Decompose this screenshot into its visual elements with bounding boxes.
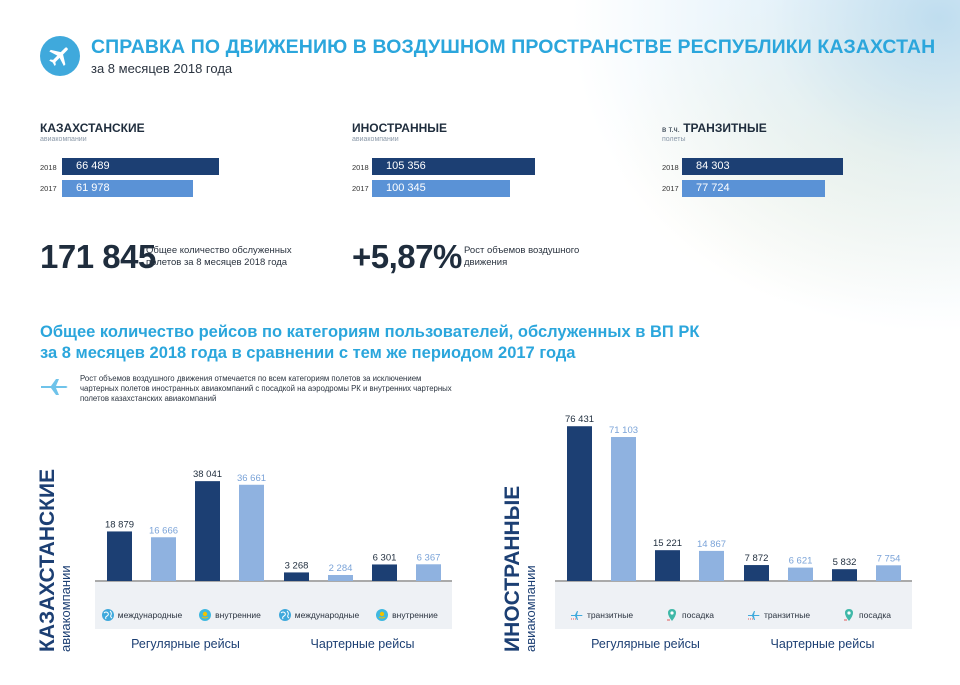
chart2-value-label: 71 103 — [609, 425, 638, 436]
subcategory-label: транзитные — [586, 610, 634, 620]
subcategory-внутренние: внутренние — [189, 605, 270, 625]
year-label: 2018 — [662, 163, 679, 172]
subcategory-label: внутренние — [392, 610, 438, 620]
kazakhstan-flag-icon — [198, 608, 212, 622]
chart1-bar-2017 — [151, 537, 176, 581]
chart2-value-label: 7 872 — [745, 553, 769, 564]
chart1-bar-2017 — [239, 484, 264, 581]
kazakhstan-flag-icon — [375, 608, 389, 622]
chart2-bar-2018 — [567, 426, 592, 581]
summary-bar-foreign-2018: 105 356 — [372, 158, 535, 175]
subcategory-label: международные — [117, 610, 183, 620]
globe-icon — [101, 608, 115, 622]
chart1-bar-2017 — [328, 575, 353, 581]
year-label: 2017 — [352, 184, 369, 193]
group-title-transit: в т.ч. ТРАНЗИТНЫЕ — [662, 121, 767, 135]
airplane-icon — [40, 378, 70, 401]
group-label-regular: Регулярные рейсы — [131, 637, 240, 651]
chart1-bar-2018 — [284, 572, 309, 581]
chart1-footer-strip — [95, 582, 452, 629]
group-title-main: ТРАНЗИТНЫЕ — [683, 121, 767, 135]
subcategory-label: посадка — [859, 610, 891, 620]
chart1-value-label: 18 879 — [105, 519, 134, 530]
year-label: 2018 — [40, 163, 57, 172]
total-flights-number: 171 845 — [40, 238, 156, 275]
note-text: Рост объемов воздушного движения отмечае… — [80, 374, 452, 403]
chart1-value-label: 6 301 — [373, 552, 397, 563]
subcategory-посадка: посадка — [649, 605, 730, 625]
section-title: Общее количество рейсов по категориям по… — [40, 322, 699, 364]
airplane-logo-icon — [40, 36, 80, 76]
summary-bar-kazakh-2017: 61 978 — [62, 180, 193, 197]
subcategory-label: международные — [294, 610, 360, 620]
group-title-kazakh: КАЗАХСТАНСКИЕ — [40, 121, 145, 135]
growth-description: Рост объемов воздушного движения — [464, 245, 580, 268]
group-title-prefix: в т.ч. — [662, 125, 680, 134]
chart1-value-label: 36 661 — [237, 473, 266, 484]
group-subtitle-kazakh: авиакомпании — [40, 136, 87, 143]
summary-bar-kazakh-2018: 66 489 — [62, 158, 219, 175]
page-subtitle: за 8 месяцев 2018 года — [91, 61, 233, 76]
subcategory-label: транзитные — [763, 610, 811, 620]
total-flights-description: Общее количество обслуженных полетов за … — [146, 245, 292, 268]
chart1-value-label: 2 284 — [329, 563, 353, 574]
summary-bar-transit-2018: 84 303 — [682, 158, 843, 175]
summary-bar-transit-2017: 77 724 — [682, 180, 825, 197]
section-title-line1: Общее количество рейсов по категориям по… — [40, 323, 700, 341]
year-label: 2017 — [662, 184, 679, 193]
chart2-bar-2017 — [788, 567, 813, 581]
chart1-bar-2018 — [195, 481, 220, 581]
subcategory-внутренние: внутренние — [366, 605, 447, 625]
chart2-bar-2017 — [699, 550, 724, 581]
subcategory-посадка: посадка — [826, 605, 907, 625]
chart2-value-label: 15 221 — [653, 538, 682, 549]
chart1-bar-2018 — [107, 531, 132, 581]
group-subtitle-transit: полеты — [662, 136, 686, 143]
globe-icon — [278, 608, 292, 622]
page-title: СПРАВКА ПО ДВИЖЕНИЮ В ВОЗДУШНОМ ПРОСТРАН… — [91, 36, 936, 58]
chart2-value-label: 14 867 — [697, 539, 726, 550]
year-label: 2017 — [40, 184, 57, 193]
group-label-regular: Регулярные рейсы — [591, 637, 700, 651]
group-subtitle-foreign: авиакомпании — [352, 136, 399, 143]
chart2-bar-2017 — [611, 437, 636, 581]
chart1-value-label: 16 666 — [149, 525, 178, 536]
chart2-value-label: 76 431 — [565, 414, 594, 425]
transit-plane-icon — [570, 608, 584, 622]
chart2-value-label: 5 832 — [833, 557, 857, 568]
subcategory-транзитные: транзитные — [561, 605, 642, 625]
chart1-value-label: 3 268 — [285, 560, 309, 571]
landing-pin-icon — [665, 608, 679, 622]
subcategory-международные: международные — [278, 605, 359, 625]
transit-plane-icon — [747, 608, 761, 622]
group-label-charter: Чартерные рейсы — [310, 637, 415, 651]
summary-bar-foreign-2017: 100 345 — [372, 180, 510, 197]
chart2-value-label: 6 621 — [789, 556, 813, 567]
chart1-bar-2018 — [372, 564, 397, 581]
subcategory-label: посадка — [682, 610, 714, 620]
subcategory-транзитные: транзитные — [738, 605, 819, 625]
chart1-bar-2017 — [416, 564, 441, 581]
group-label-charter: Чартерные рейсы — [770, 637, 875, 651]
subcategory-label: внутренние — [215, 610, 261, 620]
chart1-value-label: 6 367 — [417, 552, 441, 563]
year-label: 2018 — [352, 163, 369, 172]
section-title-line2: за 8 месяцев 2018 года в сравнении с тем… — [40, 344, 576, 362]
growth-percentage: +5,87% — [352, 238, 462, 275]
group-title-foreign: ИНОСТРАННЫЕ — [352, 121, 448, 135]
chart2-bar-2017 — [876, 565, 901, 581]
chart1-value-label: 38 041 — [193, 469, 222, 480]
chart2-value-label: 7 754 — [877, 553, 901, 564]
chart2-bar-2018 — [744, 565, 769, 581]
landing-pin-icon — [842, 608, 856, 622]
chart2-bar-2018 — [832, 569, 857, 581]
chart2-bar-2018 — [655, 550, 680, 581]
chart2-footer-strip — [555, 582, 912, 629]
subcategory-международные: международные — [101, 605, 182, 625]
